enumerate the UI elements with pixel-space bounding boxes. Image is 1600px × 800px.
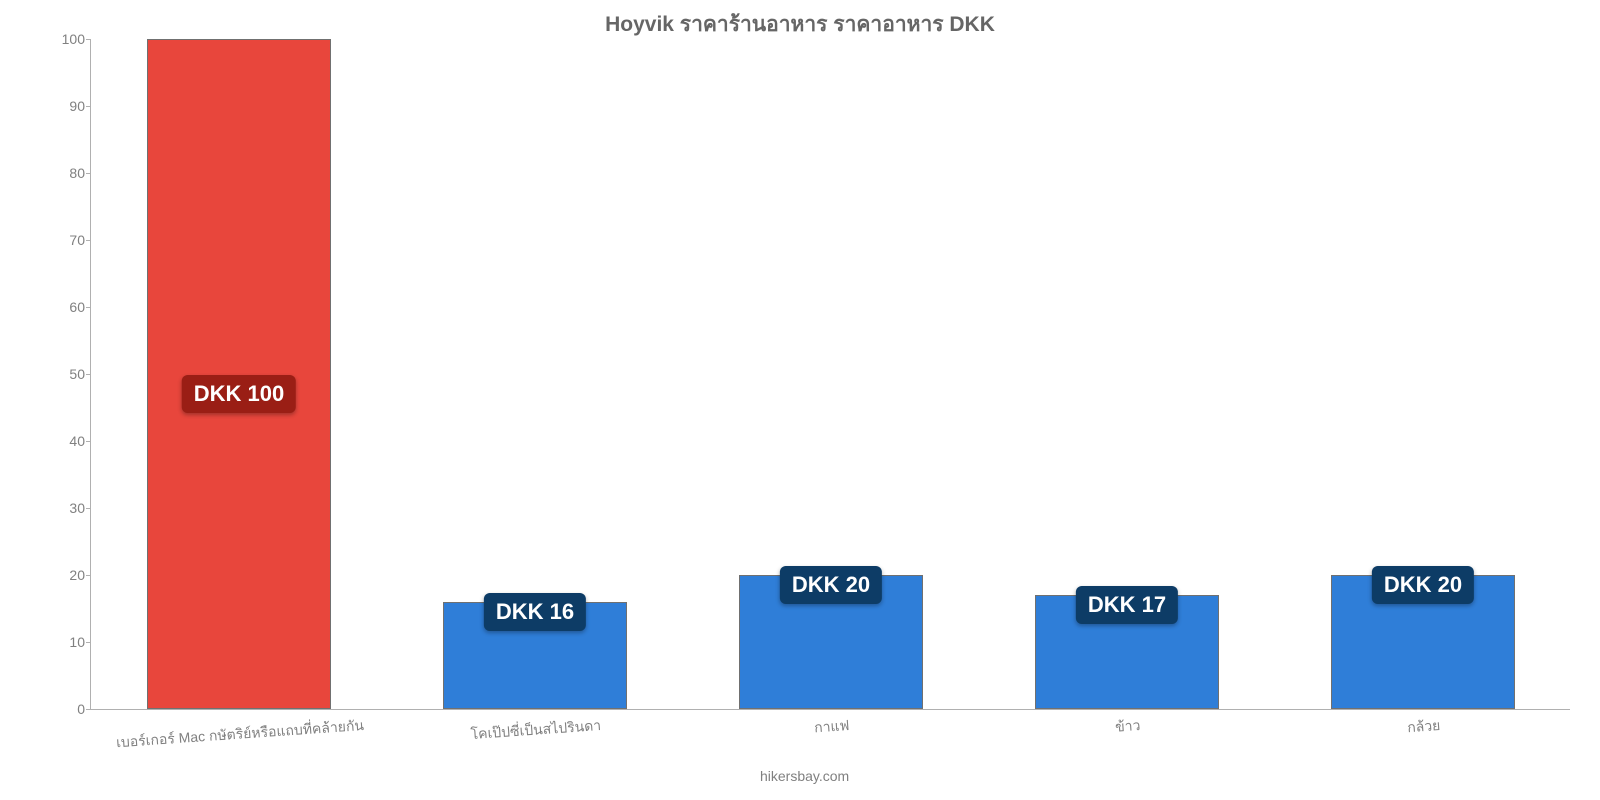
plot-area: 0102030405060708090100DKK 100เบอร์เกอร์ … [90, 40, 1570, 710]
y-tick-label: 50 [41, 366, 85, 382]
bar [147, 39, 331, 709]
y-tick-label: 10 [41, 634, 85, 650]
bar-value-label: DKK 20 [780, 566, 882, 604]
y-tick-label: 100 [41, 31, 85, 47]
y-tick-label: 70 [41, 232, 85, 248]
bar-value-label: DKK 20 [1372, 566, 1474, 604]
y-tick-label: 80 [41, 165, 85, 181]
bar-value-label: DKK 100 [182, 375, 296, 413]
x-category-label: ข้าว [1114, 715, 1141, 739]
y-tick-label: 20 [41, 567, 85, 583]
y-tick-label: 30 [41, 500, 85, 516]
y-tick-label: 90 [41, 98, 85, 114]
chart-title: Hoyvik ราคาร้านอาหาร ราคาอาหาร DKK [0, 8, 1600, 41]
bar-value-label: DKK 17 [1076, 586, 1178, 624]
bar-value-label: DKK 16 [484, 593, 586, 631]
x-category-label: กล้วย [1407, 715, 1442, 739]
y-tick-label: 60 [41, 299, 85, 315]
y-tick-label: 0 [41, 701, 85, 717]
price-bar-chart: Hoyvik ราคาร้านอาหาร ราคาอาหาร DKK 01020… [0, 0, 1600, 800]
attribution-text: hikersbay.com [760, 768, 849, 784]
x-category-label: โคเป๊ปซี่เป็นสไปรินดา [470, 715, 602, 746]
x-category-label: เบอร์เกอร์ Mac กษัตริย์หรือแถบที่คล้ายกั… [115, 715, 364, 754]
y-tick-label: 40 [41, 433, 85, 449]
x-category-label: กาแฟ [813, 715, 850, 739]
